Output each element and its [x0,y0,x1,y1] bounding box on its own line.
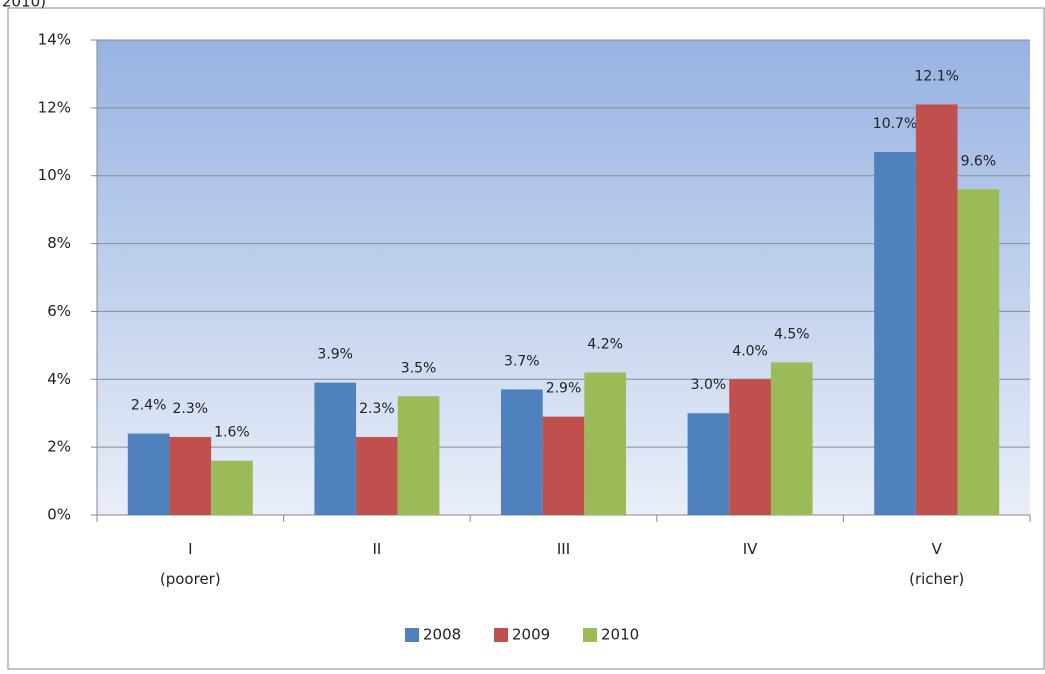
x-tick-label: III [557,540,570,558]
legend-label: 2009 [512,626,550,644]
bar [169,436,212,515]
chart-title: 2010) [2,0,46,11]
bar [542,416,585,515]
value-label: 3.9% [317,347,353,363]
x-tick-label: V (richer) [909,540,964,588]
value-label: 1.6% [214,425,250,441]
value-label: 2.3% [173,401,209,417]
value-label: 4.0% [732,343,768,359]
bar [770,362,813,515]
bar [397,396,440,515]
bar [127,433,170,515]
y-tick-label: 2% [47,438,71,456]
bar [356,436,398,515]
x-tick-label: IV [743,540,758,558]
bar [915,104,958,515]
bar [500,389,543,515]
value-label: 12.1% [914,68,958,84]
value-label: 4.2% [587,337,623,353]
legend-swatch [494,628,508,642]
value-label: 3.5% [401,360,437,376]
legend-label: 2008 [423,626,461,644]
value-label: 3.7% [504,353,540,369]
y-tick-label: 12% [38,98,71,116]
bar [729,379,771,515]
bar [584,372,627,515]
bar [874,151,916,515]
value-label: 2.4% [131,398,167,414]
value-label: 10.7% [873,116,917,132]
bar [314,382,357,515]
x-tick-label: II [372,540,381,558]
legend-label: 2010 [601,626,639,644]
y-tick-label: 14% [38,31,71,49]
y-tick-label: 4% [47,370,71,388]
value-label: 2.3% [359,401,395,417]
y-tick-label: 8% [47,234,71,252]
value-label: 2.9% [546,381,582,397]
legend-swatch [583,628,597,642]
value-label: 3.0% [691,377,727,393]
value-label: 4.5% [774,326,810,342]
bar [687,413,730,515]
value-label: 9.6% [961,153,997,169]
legend-swatch [405,628,419,642]
x-tick-label: I (poorer) [160,540,221,588]
bar [957,189,1000,516]
bar [211,460,253,515]
y-tick-label: 10% [38,166,71,184]
y-tick-label: 0% [47,506,71,524]
y-tick-label: 6% [47,302,71,320]
